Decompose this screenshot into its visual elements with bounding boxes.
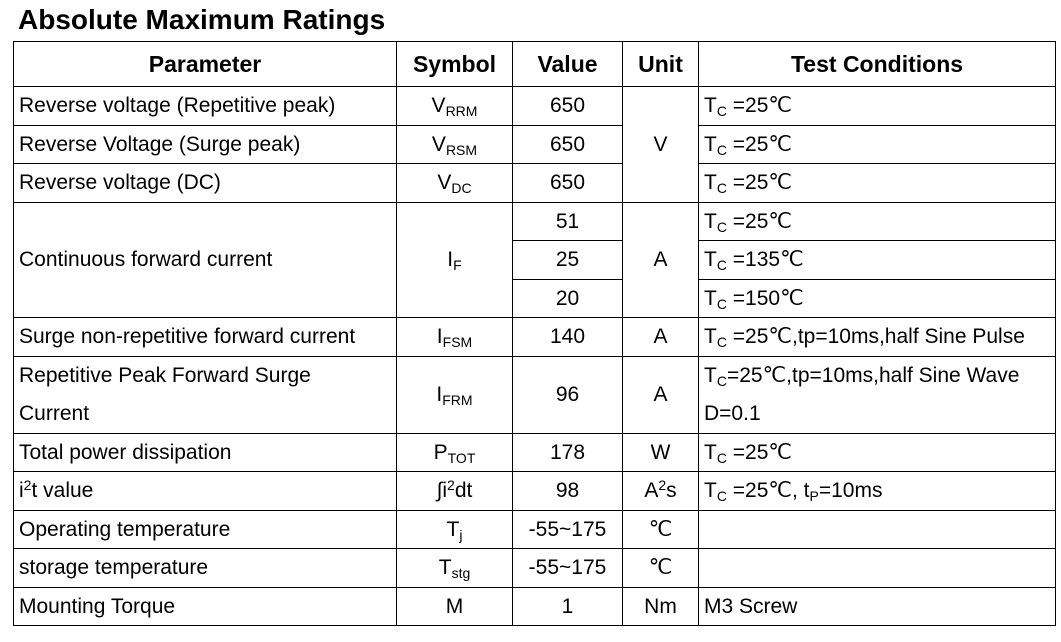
symbol-cell: Tstg xyxy=(396,548,513,588)
condition-cell xyxy=(698,548,1056,588)
header-value: Value xyxy=(512,41,623,87)
unit-cell: ℃ xyxy=(622,548,699,588)
value-cell: -55~175 xyxy=(512,548,623,588)
symbol-cell: IFRM xyxy=(396,355,513,434)
page-title: Absolute Maximum Ratings xyxy=(18,4,386,35)
condition-cell xyxy=(698,509,1056,549)
condition-cell: TC =150℃ xyxy=(698,278,1056,318)
value-cell: 178 xyxy=(512,432,623,472)
value-cell: -55~175 xyxy=(512,509,623,549)
table-row: 20 TC =150℃ xyxy=(14,278,1056,318)
table-row: Repetitive Peak Forward Surge Current IFR… xyxy=(13,355,1056,434)
unit-cell: A xyxy=(622,201,699,318)
symbol-cell: VRSM xyxy=(396,124,513,164)
condition-cell: TC =25℃ xyxy=(698,124,1056,164)
table-row: Mounting Torque M 1 Nm M3 Screw xyxy=(13,586,1056,626)
unit-cell: ℃ xyxy=(622,509,699,549)
ratings-table: Parameter Symbol Value Unit Test Conditi… xyxy=(13,41,1056,626)
value-cell: 140 xyxy=(512,317,623,357)
symbol-cell: VRRM xyxy=(396,86,513,126)
table-row: Reverse voltage (DC) VDC 650 TC =25℃ xyxy=(13,163,1056,203)
table-row: Reverse Voltage (Surge peak) VRSM 650 TC… xyxy=(13,124,1056,164)
parameter-cell: Surge non-repetitive forward current xyxy=(13,317,397,357)
parameter-cell: Continuous forward current xyxy=(13,201,397,318)
unit-cell: V xyxy=(622,86,699,203)
condition-cell: TC=25℃,tp=10ms,half Sine Wave D=0.1 xyxy=(698,355,1056,434)
symbol-cell: IF xyxy=(396,201,513,318)
table-row: Continuous forward current IF 51 A TC =2… xyxy=(13,201,1056,318)
value-cell: 1 xyxy=(512,586,623,626)
value-cell: 96 xyxy=(512,355,623,434)
parameter-cell: Repetitive Peak Forward Surge Current xyxy=(13,355,397,434)
table-row: i2t value ∫i2dt 98 A2s TC =25℃, tP=10ms xyxy=(13,471,1056,511)
unit-cell: A xyxy=(622,355,699,434)
condition-cell: TC =25℃,tp=10ms,half Sine Pulse xyxy=(698,317,1056,357)
parameter-cell: i2t value xyxy=(13,471,397,511)
symbol-cell: Tj xyxy=(396,509,513,549)
unit-cell: A xyxy=(622,317,699,357)
header-unit: Unit xyxy=(622,41,699,87)
condition-cell: TC =25℃ xyxy=(698,432,1056,472)
unit-cell: A2s xyxy=(622,471,699,511)
parameter-cell: Reverse voltage (DC) xyxy=(13,163,397,203)
condition-cell: TC =25℃ xyxy=(698,201,1056,241)
header-row: Parameter Symbol Value Unit Test Conditi… xyxy=(13,41,1056,87)
table-row: Operating temperature Tj -55~175 ℃ xyxy=(13,509,1056,549)
symbol-cell: ∫i2dt xyxy=(396,471,513,511)
symbol-cell: VDC xyxy=(396,163,513,203)
value-cell: 51 xyxy=(512,201,623,241)
symbol-cell: PTOT xyxy=(396,432,513,472)
parameter-cell: Reverse Voltage (Surge peak) xyxy=(13,124,397,164)
parameter-cell: Reverse voltage (Repetitive peak) xyxy=(13,86,397,126)
value-cell: 650 xyxy=(512,124,623,164)
condition-cell: TC =25℃ xyxy=(698,86,1056,126)
value-cell: 98 xyxy=(512,471,623,511)
table-row: Reverse voltage (Repetitive peak) VRRM 6… xyxy=(13,86,1056,203)
condition-cell: TC =25℃ xyxy=(698,163,1056,203)
condition-cell: TC =25℃, tP=10ms xyxy=(698,471,1056,511)
header-parameter: Parameter xyxy=(13,41,397,87)
parameter-cell: Total power dissipation xyxy=(13,432,397,472)
table-row: Total power dissipation PTOT 178 W TC =2… xyxy=(13,432,1056,472)
table-row: Surge non-repetitive forward current IFS… xyxy=(13,317,1056,357)
value-cell: 20 xyxy=(512,278,623,318)
unit-cell: Nm xyxy=(622,586,699,626)
parameter-cell: Operating temperature xyxy=(13,509,397,549)
unit-cell: W xyxy=(622,432,699,472)
parameter-cell: Mounting Torque xyxy=(13,586,397,626)
value-cell: 650 xyxy=(512,163,623,203)
header-symbol: Symbol xyxy=(396,41,513,87)
condition-cell: M3 Screw xyxy=(698,586,1056,626)
table-row: 25 TC =135℃ xyxy=(14,240,1056,280)
value-cell: 25 xyxy=(512,240,623,280)
value-cell: 650 xyxy=(512,86,623,126)
condition-cell: TC =135℃ xyxy=(698,240,1056,280)
symbol-cell: IFSM xyxy=(396,317,513,357)
table-row: storage temperature Tstg -55~175 ℃ xyxy=(13,548,1056,588)
symbol-cell: M xyxy=(396,586,513,626)
header-test-conditions: Test Conditions xyxy=(698,41,1056,87)
parameter-cell: storage temperature xyxy=(13,548,397,588)
